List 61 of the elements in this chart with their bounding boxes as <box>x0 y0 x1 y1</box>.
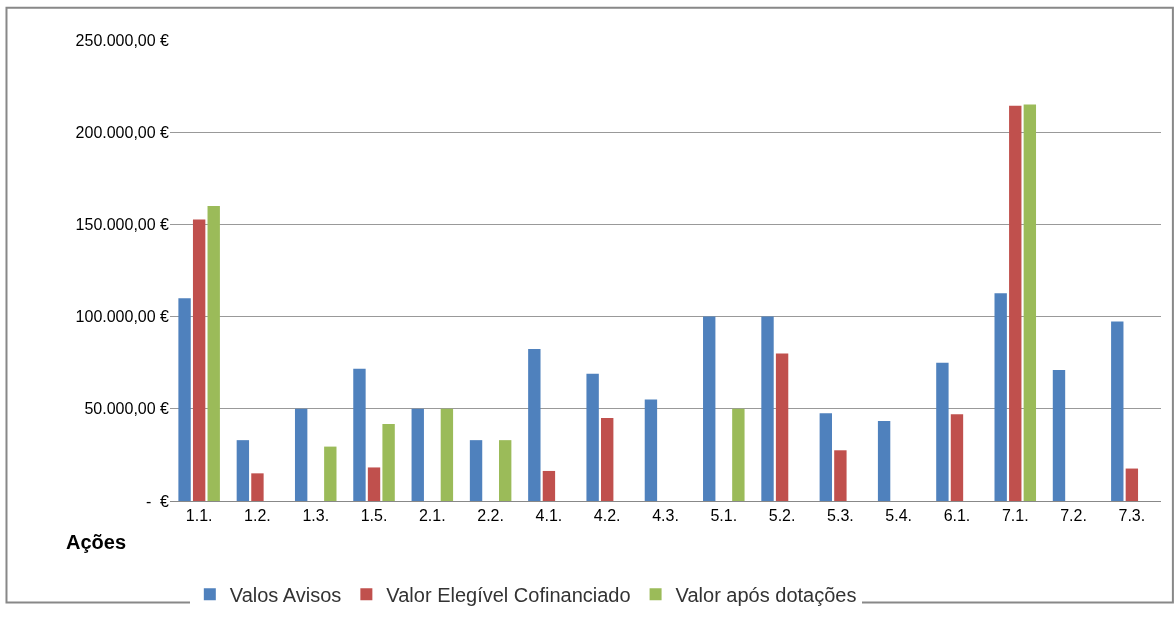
bar <box>440 408 454 501</box>
bar <box>192 219 206 501</box>
y-tick-label: 250.000,00 € <box>75 31 170 49</box>
bar <box>324 446 337 501</box>
x-tick-label: 7.1. <box>1001 507 1029 525</box>
bar <box>207 205 220 501</box>
bar <box>1111 321 1124 501</box>
bar <box>236 440 250 501</box>
bar <box>703 316 716 501</box>
bar <box>1125 468 1139 501</box>
x-tick-label: 4.2. <box>593 507 621 525</box>
bar <box>994 293 1007 501</box>
x-tick-label: 1.1. <box>185 507 213 525</box>
legend-label: Valor após dotações <box>675 584 857 607</box>
bar <box>469 440 483 501</box>
y-tick-label: 150.000,00 € <box>75 216 170 233</box>
bar <box>1052 370 1066 501</box>
bar <box>877 420 891 501</box>
x-tick-label: 1.5. <box>360 507 388 525</box>
legend-label: Valos Avisos <box>229 584 342 607</box>
y-tick-label: 200.000,00 € <box>75 123 170 141</box>
bar <box>834 450 847 501</box>
x-tick-label: 1.3. <box>302 507 330 525</box>
x-tick-label: 4.1. <box>535 507 563 525</box>
y-tick-label: 50.000,00 € <box>84 400 170 418</box>
x-tick-label: 6.1. <box>943 507 971 525</box>
x-tick-label: 7.3. <box>1118 507 1146 525</box>
bar <box>775 353 789 501</box>
bar <box>732 408 745 501</box>
x-tick-label: 5.2. <box>768 507 796 525</box>
bar <box>950 414 964 501</box>
bar <box>528 349 541 501</box>
x-tick-label: 5.4. <box>885 507 913 525</box>
bar <box>367 467 381 501</box>
bar <box>178 298 191 501</box>
x-tick-label: 2.2. <box>477 507 504 525</box>
x-tick-label: 5.3. <box>827 507 854 525</box>
bar <box>586 373 599 501</box>
y-tick-label: - € <box>145 492 170 510</box>
bar <box>819 413 832 501</box>
x-tick-label: 1.2. <box>244 507 271 525</box>
bar <box>1023 104 1037 501</box>
bar <box>499 440 512 501</box>
x-tick-label: 5.1. <box>710 507 738 525</box>
bar <box>294 408 308 501</box>
bar <box>761 316 774 501</box>
bar <box>936 362 949 501</box>
bar <box>542 470 556 501</box>
bar <box>1009 105 1022 501</box>
bar <box>644 399 658 501</box>
bar <box>601 418 614 501</box>
x-tick-label: 2.1. <box>418 507 446 525</box>
x-tick-label: 7.2. <box>1060 507 1087 525</box>
bar <box>251 473 264 501</box>
bar <box>353 368 366 501</box>
bar <box>382 424 395 501</box>
y-tick-label: 100.000,00 € <box>75 308 170 326</box>
bar <box>411 408 424 501</box>
x-axis-title: Ações <box>66 531 127 553</box>
legend-label: Valor Elegível Cofinanciado <box>386 584 631 607</box>
x-tick-label: 4.3. <box>652 507 679 525</box>
